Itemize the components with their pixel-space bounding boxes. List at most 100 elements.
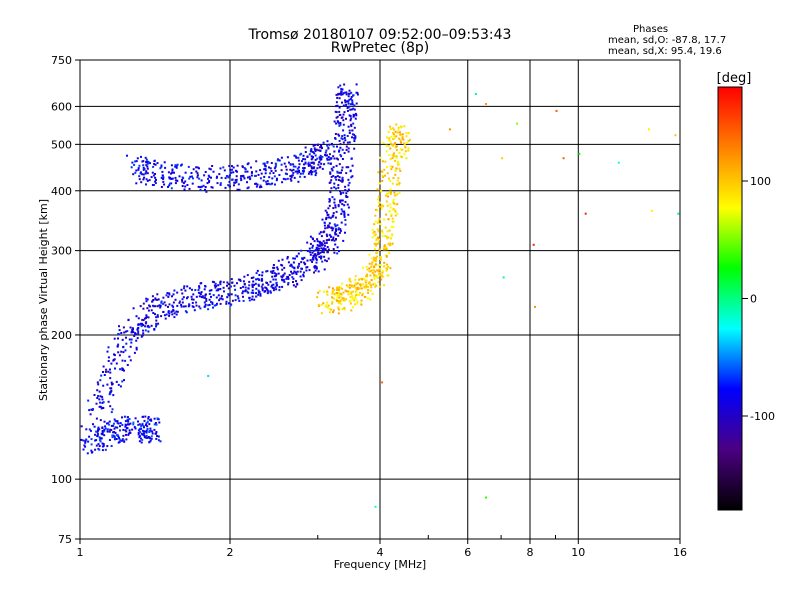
scatter-point [101, 431, 104, 434]
scatter-point [385, 255, 388, 258]
scatter-point [405, 157, 408, 160]
scatter-point [206, 182, 209, 185]
scatter-point [326, 306, 329, 309]
scatter-point [396, 193, 399, 196]
scatter-point [181, 298, 184, 301]
scatter-point [326, 140, 329, 143]
scatter-point [337, 307, 340, 310]
scatter-point [356, 91, 359, 94]
scatter-point [286, 257, 289, 260]
scatter-point [345, 284, 348, 287]
y-tick-label: 75 [58, 533, 72, 546]
scatter-point [334, 137, 337, 140]
scatter-point [151, 432, 154, 435]
scatter-point [190, 172, 193, 174]
scatter-point [86, 452, 89, 455]
scatter-point [392, 128, 395, 131]
scatter-point [93, 425, 96, 428]
scatter-point [374, 244, 377, 247]
scatter-point [220, 176, 223, 179]
grid-lines [80, 60, 680, 539]
scatter-point [217, 294, 220, 297]
scatter-point [321, 218, 324, 221]
scatter-point [335, 230, 337, 232]
scatter-point [111, 434, 114, 437]
scatter-point [393, 152, 396, 155]
scatter-point [333, 251, 336, 254]
scatter-point [216, 182, 219, 185]
scatter-point [343, 299, 345, 302]
scatter-point [136, 337, 139, 340]
scatter-point [251, 295, 254, 298]
scatter-point [303, 263, 306, 266]
scatter-point [200, 185, 203, 188]
scatter-point [318, 240, 321, 243]
scatter-point [389, 188, 392, 191]
scatter-point [141, 318, 144, 321]
scatter-point [327, 248, 330, 251]
scatter-point [199, 186, 202, 189]
scatter-point [244, 168, 247, 171]
scatter-point [188, 177, 191, 180]
scatter-point [331, 292, 334, 295]
scatter-point [227, 184, 230, 187]
scatter-point [332, 248, 335, 250]
scatter-point [292, 168, 295, 171]
scatter-point [333, 198, 336, 201]
scatter-point [146, 298, 149, 301]
scatter-point [107, 356, 110, 359]
scatter-point [134, 417, 137, 420]
scatter-point [261, 271, 264, 274]
scatter-point [286, 173, 288, 176]
scatter-point [323, 163, 326, 166]
scatter-point [448, 128, 451, 131]
scatter-point [247, 287, 250, 290]
scatter-point [341, 203, 344, 206]
scatter-point [316, 167, 319, 170]
scatter-point [223, 169, 226, 172]
x-tick-label: 16 [673, 546, 687, 559]
scatter-point [227, 293, 230, 296]
scatter-point [283, 278, 286, 281]
scatter-point [386, 165, 388, 168]
scatter-point [336, 246, 339, 249]
scatter-point [314, 148, 317, 151]
scatter-point [351, 295, 354, 297]
scatter-point [337, 205, 340, 208]
scatter-point [351, 101, 354, 104]
colorbar-gradient [718, 87, 742, 510]
scatter-point [390, 168, 393, 171]
scatter-point [327, 156, 330, 158]
scatter-point [162, 302, 165, 305]
scatter-point [346, 100, 348, 103]
scatter-point [135, 339, 138, 342]
scatter-point [317, 303, 320, 306]
scatter-point [348, 300, 351, 303]
scatter-point [154, 297, 157, 300]
scatter-point [337, 204, 340, 206]
scatter-point [101, 398, 104, 401]
scatter-point [125, 433, 127, 436]
scatter-point [219, 167, 222, 170]
scatter-point [335, 105, 338, 108]
scatter-point [328, 153, 331, 156]
scatter-point [366, 268, 369, 271]
scatter-point [190, 298, 193, 301]
scatter-point [112, 434, 115, 437]
scatter-point [315, 249, 318, 252]
scatter-point [140, 335, 143, 338]
scatter-point [150, 419, 153, 422]
scatter-point [326, 226, 329, 229]
scatter-point [212, 294, 215, 297]
scatter-point [361, 292, 364, 295]
scatter-point [407, 147, 410, 150]
scatter-point [156, 315, 159, 318]
scatter-point [390, 142, 392, 145]
scatter-point [316, 296, 319, 299]
scatter-point [186, 285, 189, 288]
scatter-point [101, 433, 104, 436]
scatter-point [163, 314, 166, 317]
scatter-point [188, 187, 191, 190]
scatter-point [379, 223, 382, 226]
